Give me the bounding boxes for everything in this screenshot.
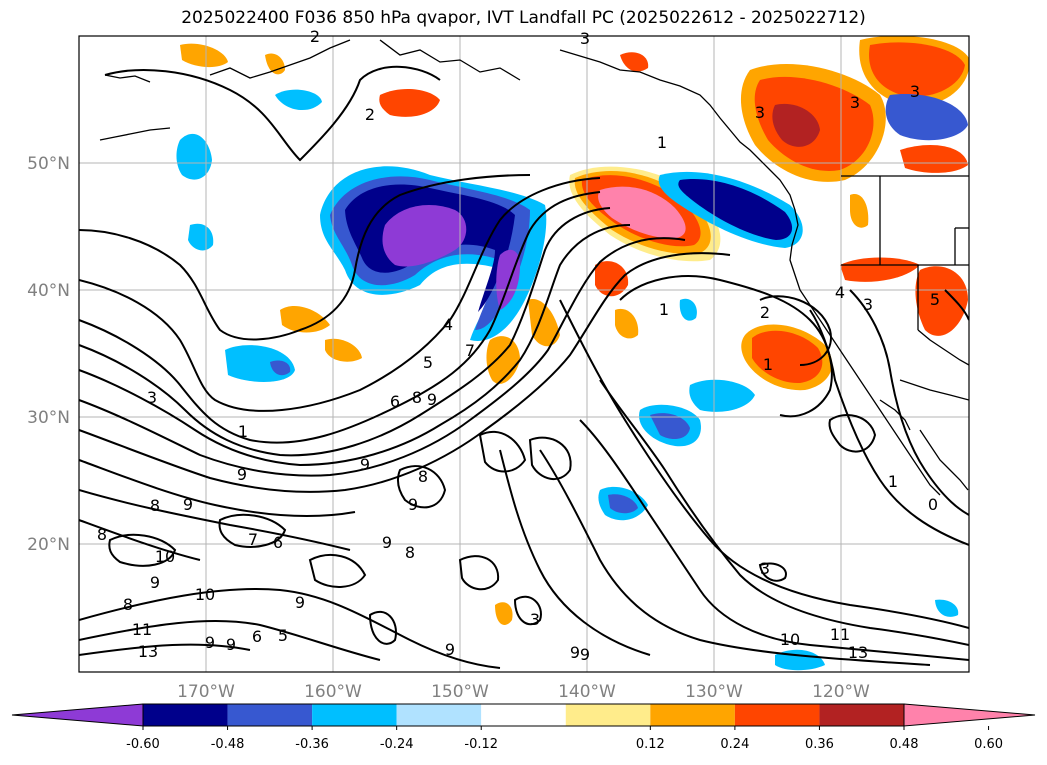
colorbar-ticks: -0.60 -0.48 -0.36 -0.24 -0.12 0.12 0.24 0.36 0.4… [126,726,1003,752]
lon-label-130w: 130°W [685,682,743,702]
colorbar-segment [819,704,904,726]
lon-label-150w: 150°W [431,682,489,702]
colorbar-frame [142,703,905,727]
contour-label: 8 [405,543,415,562]
lat-label-50: 50°N [27,154,70,174]
contour-label: 1 [659,300,669,319]
lon-label-170w: 170°W [177,682,235,702]
ivt-contours [79,65,969,669]
contour-label: 0 [928,495,938,514]
colorbar-extend-max [903,703,1036,727]
colorbar-tick-label: 0.12 [636,737,665,752]
colorbar-segment [734,704,820,726]
contour-label: 10 [780,630,800,649]
contour-label: 7 [248,530,258,549]
contour-label: 2 [310,27,320,46]
contour-label: 11 [132,620,152,639]
contour-label: 9 [226,635,236,654]
contour-label: 8 [412,388,422,407]
colorbar-segment [650,704,735,726]
colorbar-tick-label: -0.24 [380,737,414,752]
contour-label: 9 [205,633,215,652]
contour-label: 8 [150,496,160,515]
contour-label: 3 [850,93,860,112]
colorbar-segment [227,704,313,726]
lat-label-30: 30°N [27,408,70,428]
contour-label: 13 [138,642,158,661]
colorbar-segment [396,704,482,726]
contour-label: 8 [123,595,133,614]
contour-label: 6 [273,533,283,552]
contour-label: 1 [657,133,667,152]
contour-label: 3 [863,295,873,314]
contour-label: 3 [760,559,770,578]
contour-label: 8 [97,525,107,544]
contour-label: 9 [360,455,370,474]
contour-label: 9 [427,390,437,409]
contour-label: 6 [252,627,262,646]
contour-label: 2 [760,303,770,322]
contour-label: 3 [910,82,920,101]
contour-label: 10 [195,585,215,604]
contour-label: 3 [755,103,765,122]
plot-frame [78,35,970,673]
contour-label: 9 [150,573,160,592]
contour-label: 11 [830,625,850,644]
qvapor-shading [176,36,969,671]
colorbar-tick-label: 0.60 [974,737,1003,752]
lat-label-20: 20°N [27,535,70,555]
contour-label: 9 [580,645,590,664]
contour-label: 8 [418,467,428,486]
lon-label-160w: 160°W [304,682,362,702]
contour-label: 5 [930,290,940,309]
contour-label: 3 [530,610,540,629]
colorbar-extend-min [11,703,144,727]
colorbar-segment [481,704,566,726]
colorbar-tick-label: 0.24 [720,737,749,752]
colorbar-segment [565,704,651,726]
contour-label: 1 [763,355,773,374]
contour-label: 1 [888,472,898,491]
contour-label: 9 [408,495,418,514]
lon-label-120w: 120°W [812,682,870,702]
contour-label: 4 [835,283,845,302]
contour-label: 4 [443,315,453,334]
colorbar-tick-label: 0.48 [890,737,919,752]
contour-label: 1 [238,422,248,441]
contour-label: 5 [423,353,433,372]
colorbar-segment [143,704,228,726]
colorbar-tick-label: -0.36 [295,737,329,752]
colorbar-tick-label: -0.12 [464,737,498,752]
contour-label: 7 [465,341,475,360]
colorbar-tick-label: -0.60 [126,737,160,752]
contour-label: 2 [365,105,375,124]
contour-label: 9 [183,495,193,514]
contour-label: 9 [445,640,455,659]
contour-label: 9 [237,465,247,484]
map-title: 2025022400 F036 850 hPa qvapor, IVT Land… [181,8,866,28]
contour-label: 3 [147,388,157,407]
contour-label: 9 [570,643,580,662]
colorbar-segment [312,704,397,726]
lat-label-40: 40°N [27,281,70,301]
colorbar [11,703,1036,727]
colorbar-tick-label: -0.48 [211,737,245,752]
contour-label: 9 [382,533,392,552]
contour-label: 5 [278,626,288,645]
contour-label: 6 [390,392,400,411]
contour-label: 3 [580,29,590,48]
contour-label: 10 [155,547,175,566]
colorbar-tick-label: 0.36 [805,737,834,752]
contour-label: 13 [848,643,868,662]
lon-label-140w: 140°W [558,682,616,702]
contour-label: 9 [295,593,305,612]
coastlines [99,39,969,496]
